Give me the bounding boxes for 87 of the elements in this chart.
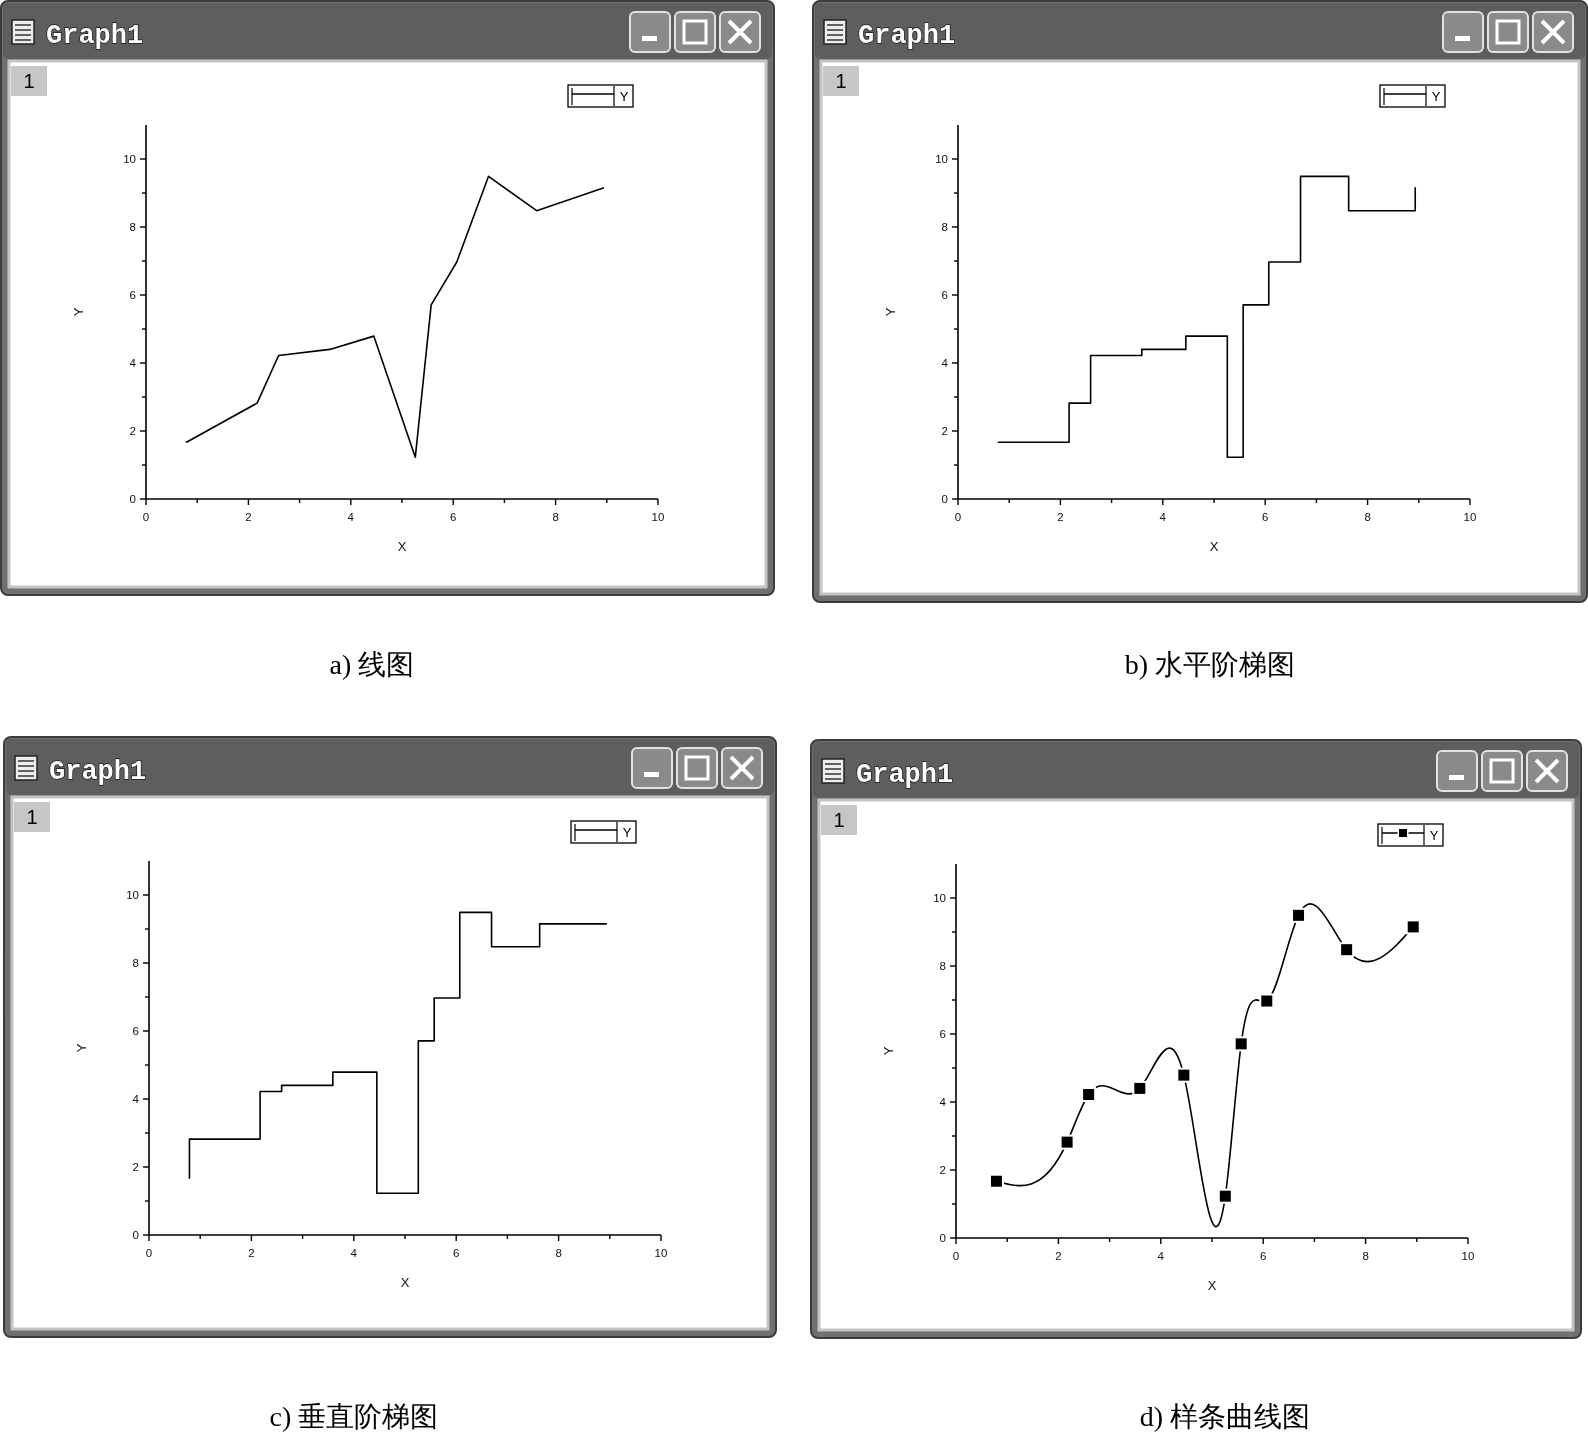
legend-label: Y — [619, 89, 629, 104]
y-tick-label: 2 — [941, 425, 948, 437]
y-tick-label: 10 — [935, 153, 948, 165]
y-tick-label: 8 — [939, 960, 946, 972]
y-tick-label: 10 — [933, 892, 946, 904]
y-tick-label: 4 — [132, 1093, 140, 1105]
y-tick-label: 4 — [129, 357, 137, 369]
x-tick-label: 6 — [1262, 511, 1269, 523]
legend-label: Y — [1431, 89, 1441, 104]
x-tick-label: 10 — [1463, 511, 1477, 523]
y-axis-title: Y — [74, 1043, 89, 1053]
point — [1405, 919, 1421, 935]
y-tick-label: 10 — [126, 889, 139, 901]
text: d) 样条曲线图 — [1139, 1401, 1311, 1432]
text: 1 — [833, 809, 845, 831]
x-tick-label: 8 — [1364, 511, 1371, 523]
x-tick-label: 8 — [1362, 1250, 1369, 1262]
chart-title: Graph1 — [49, 757, 147, 787]
legend: Y — [1377, 823, 1444, 847]
x-tick-label: 4 — [347, 511, 355, 523]
x-tick-label: 10 — [1461, 1250, 1475, 1262]
x-axis-title: X — [400, 1275, 410, 1290]
x-axis-title: X — [1209, 539, 1219, 554]
y-tick-label: 8 — [132, 957, 139, 969]
x-tick-label: 6 — [1260, 1250, 1267, 1262]
x-tick-label: 4 — [350, 1247, 358, 1259]
legend: Y — [1379, 84, 1446, 108]
point — [1339, 942, 1355, 958]
x-tick-label: 4 — [1159, 511, 1167, 523]
text: 1 — [23, 70, 35, 92]
y-tick-label: 0 — [129, 493, 136, 505]
y-axis-title: Y — [881, 1046, 896, 1056]
x-tick-label: 0 — [142, 511, 150, 523]
text: 1 — [835, 70, 847, 92]
y-tick-label: 10 — [123, 153, 136, 165]
point — [1259, 993, 1275, 1009]
y-tick-label: 2 — [939, 1164, 946, 1176]
y-tick-label: 6 — [941, 289, 948, 301]
x-tick-label: 10 — [654, 1247, 668, 1259]
x-tick-label: 0 — [954, 511, 962, 523]
y-tick-label: 8 — [129, 221, 136, 233]
text: 1 — [26, 806, 38, 828]
x-axis-title: X — [397, 539, 407, 554]
point — [1176, 1067, 1192, 1083]
text: b) 水平阶梯图 — [1124, 649, 1296, 680]
x-tick-label: 4 — [1157, 1250, 1165, 1262]
point — [1059, 1134, 1075, 1150]
x-tick-label: 6 — [450, 511, 457, 523]
legend-label: Y — [1429, 828, 1439, 843]
x-tick-label: 2 — [1055, 1250, 1062, 1262]
chart-title: Graph1 — [856, 760, 954, 790]
legend: Y — [570, 820, 637, 844]
point — [988, 1173, 1004, 1189]
y-tick-label: 6 — [939, 1028, 946, 1040]
x-tick-label: 8 — [552, 511, 559, 523]
text: c) 垂直阶梯图 — [269, 1401, 439, 1432]
x-tick-label: 0 — [145, 1247, 153, 1259]
x-tick-label: 2 — [248, 1247, 255, 1259]
y-tick-label: 6 — [132, 1025, 139, 1037]
legend-label: Y — [622, 825, 632, 840]
point — [1291, 907, 1307, 923]
x-axis-title: X — [1207, 1278, 1217, 1293]
y-axis-title: Y — [71, 307, 86, 317]
y-tick-label: 2 — [129, 425, 136, 437]
y-tick-label: 6 — [129, 289, 136, 301]
x-tick-label: 6 — [453, 1247, 460, 1259]
y-tick-label: 2 — [132, 1161, 139, 1173]
chart-title: Graph1 — [46, 21, 144, 51]
y-tick-label: 4 — [939, 1096, 947, 1108]
x-tick-label: 8 — [555, 1247, 562, 1259]
y-tick-label: 8 — [941, 221, 948, 233]
y-tick-label: 4 — [941, 357, 949, 369]
point — [1081, 1087, 1097, 1103]
text: a) 线图 — [329, 649, 415, 680]
y-tick-label: 0 — [941, 493, 948, 505]
y-tick-label: 0 — [132, 1229, 139, 1241]
point — [1233, 1036, 1249, 1052]
legend: Y — [567, 84, 634, 108]
y-axis-title: Y — [883, 307, 898, 317]
point — [1217, 1188, 1233, 1204]
x-tick-label: 2 — [245, 511, 252, 523]
x-tick-label: 2 — [1057, 511, 1064, 523]
chart-title: Graph1 — [858, 21, 956, 51]
point — [1132, 1080, 1148, 1096]
x-tick-label: 10 — [651, 511, 665, 523]
x-tick-label: 0 — [952, 1250, 960, 1262]
y-tick-label: 0 — [939, 1232, 946, 1244]
